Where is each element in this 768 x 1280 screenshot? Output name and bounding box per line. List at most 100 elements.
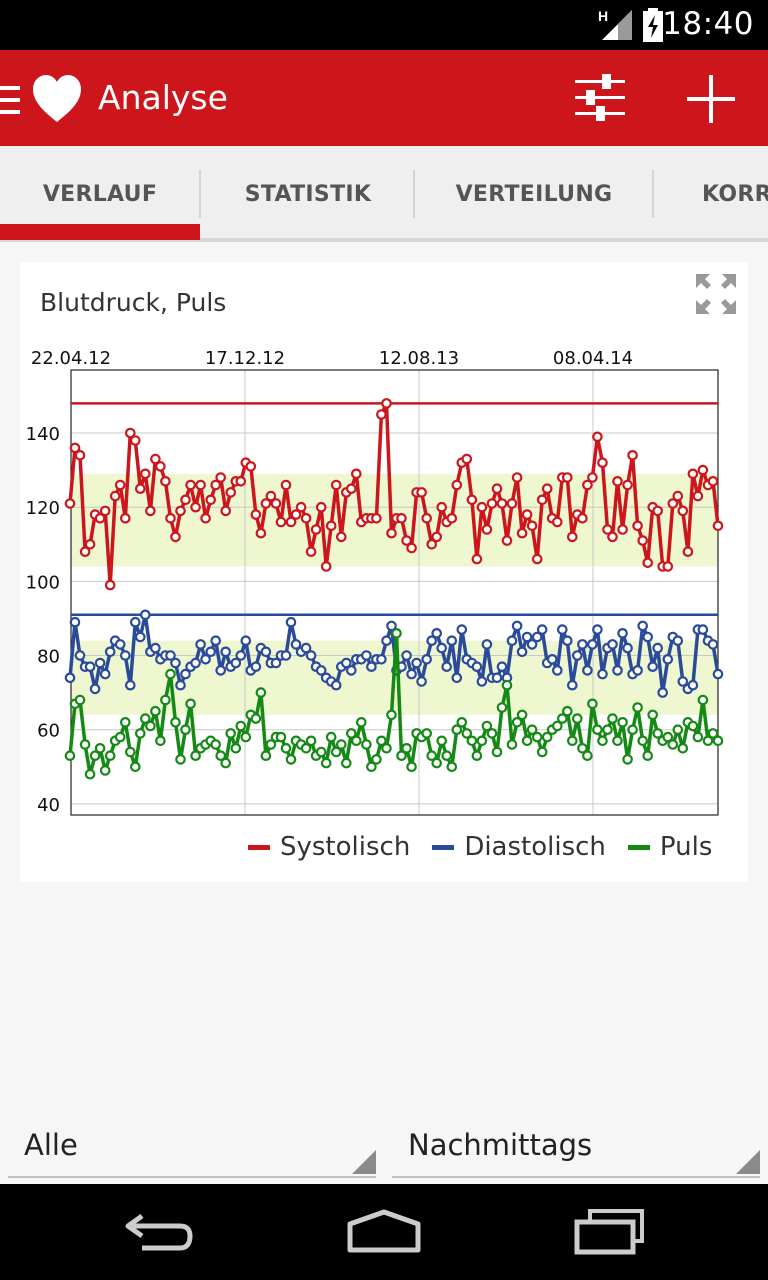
- data-point: [210, 739, 221, 750]
- data-point: [230, 742, 242, 754]
- back-icon[interactable]: [124, 1208, 196, 1256]
- data-point: [320, 561, 332, 572]
- menu-icon[interactable]: [0, 86, 22, 114]
- data-point: [687, 468, 699, 480]
- data-point: [200, 653, 211, 665]
- data-point: [471, 750, 483, 761]
- data-point: [642, 631, 653, 643]
- data-point: [109, 490, 121, 502]
- data-point: [577, 742, 588, 754]
- data-point: [707, 639, 719, 650]
- data-point: [587, 698, 598, 710]
- network-type-label: H: [598, 8, 608, 24]
- data-point: [125, 679, 136, 691]
- tab-korrelation[interactable]: KORR: [702, 181, 768, 207]
- legend-swatch: [627, 844, 650, 850]
- data-point: [642, 557, 653, 569]
- data-point: [426, 750, 437, 761]
- data-point: [305, 546, 317, 557]
- data-point: [94, 742, 106, 754]
- spinner-value: Alle: [24, 1128, 78, 1162]
- legend-item-systolic: Systolisch: [248, 832, 410, 862]
- recent-apps-icon[interactable]: [574, 1208, 646, 1256]
- data-point: [466, 494, 478, 506]
- data-point: [225, 728, 236, 739]
- tab-divider: [413, 170, 415, 218]
- data-point: [135, 631, 146, 643]
- data-point: [190, 657, 201, 669]
- data-point: [305, 735, 317, 747]
- data-point: [381, 398, 392, 409]
- data-point: [551, 516, 563, 528]
- filter-settings-icon[interactable]: [572, 72, 628, 124]
- data-point: [381, 742, 392, 754]
- data-point: [74, 650, 86, 661]
- app-bar: Analyse: [0, 50, 768, 146]
- data-point: [436, 735, 447, 747]
- data-point: [180, 724, 191, 735]
- data-point: [120, 512, 131, 524]
- tab-verlauf[interactable]: VERLAUF: [42, 181, 158, 207]
- home-icon[interactable]: [346, 1208, 422, 1256]
- signal-icon: H: [598, 8, 632, 40]
- spinner-value: Nachmittags: [408, 1128, 593, 1162]
- time-of-day-spinner[interactable]: Nachmittags: [392, 1120, 760, 1178]
- blood-pressure-chart[interactable]: 22.04.12 17.12.12 12.08.13 08.04.14 140 120 10…: [20, 262, 748, 882]
- data-point: [551, 665, 563, 676]
- data-point: [84, 768, 96, 780]
- data-point: [371, 512, 382, 524]
- y-tick-label: 120: [26, 498, 60, 519]
- data-point: [69, 616, 81, 628]
- data-point: [165, 650, 176, 661]
- tab-divider: [652, 170, 654, 218]
- data-point: [687, 720, 699, 732]
- data-point: [707, 728, 719, 739]
- data-point: [165, 512, 176, 524]
- data-point: [104, 646, 116, 658]
- legend-label: Puls: [659, 832, 713, 862]
- data-point: [536, 746, 548, 758]
- data-point: [516, 527, 528, 539]
- data-point: [350, 735, 362, 747]
- data-point: [566, 679, 578, 691]
- data-point: [622, 754, 633, 765]
- legend-swatch: [248, 844, 270, 850]
- data-point: [582, 750, 593, 761]
- data-point: [84, 538, 96, 550]
- data-point: [250, 661, 262, 672]
- data-point: [170, 531, 181, 543]
- dropdown-arrow-icon: [352, 1150, 376, 1174]
- data-point: [411, 657, 422, 669]
- data-point: [436, 501, 447, 513]
- heart-logo-icon[interactable]: [30, 72, 84, 126]
- data-point: [526, 639, 538, 650]
- data-point: [577, 639, 588, 650]
- data-point: [451, 672, 463, 684]
- data-point: [130, 435, 141, 446]
- data-point: [330, 679, 342, 691]
- data-point: [632, 520, 643, 532]
- data-point: [401, 535, 412, 546]
- data-point: [657, 687, 668, 698]
- data-point: [371, 754, 382, 765]
- data-point: [456, 716, 468, 728]
- data-point: [486, 498, 498, 509]
- data-point: [692, 731, 704, 743]
- filter-spinner-left[interactable]: Alle: [8, 1120, 376, 1178]
- data-point: [135, 483, 146, 494]
- data-point: [145, 720, 156, 732]
- fullscreen-icon[interactable]: [694, 272, 738, 316]
- data-point: [195, 639, 206, 650]
- tab-statistik[interactable]: STATISTIK: [244, 181, 372, 207]
- data-point: [210, 479, 221, 491]
- data-point: [150, 642, 161, 654]
- data-point: [285, 616, 297, 628]
- data-point: [215, 665, 226, 676]
- data-point: [521, 735, 533, 747]
- data-point: [632, 665, 643, 676]
- data-point: [602, 724, 613, 735]
- tab-verteilung[interactable]: VERTEILUNG: [455, 181, 613, 207]
- add-icon[interactable]: [684, 72, 738, 126]
- data-point: [506, 739, 518, 750]
- data-point: [195, 479, 206, 491]
